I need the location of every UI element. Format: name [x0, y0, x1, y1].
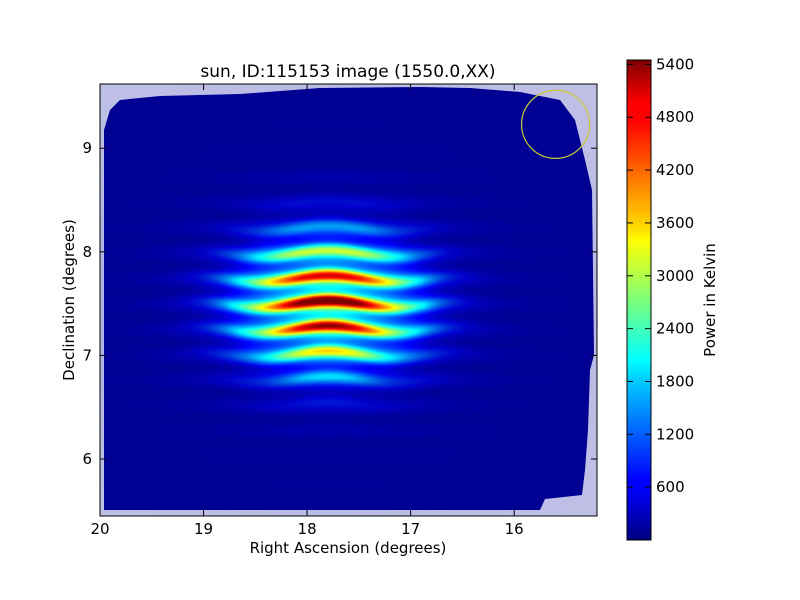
colorbar-tick-label: 4200	[656, 161, 694, 179]
heatmap-image	[100, 84, 597, 516]
colorbar-tick-label: 3000	[656, 267, 694, 285]
x-tick-label: 19	[194, 520, 213, 538]
x-tick-label: 16	[505, 520, 524, 538]
y-tick-label: 9	[82, 139, 92, 157]
colorbar-label: Power in Kelvin	[701, 243, 719, 357]
x-tick-label: 20	[90, 520, 109, 538]
x-tick-label: 17	[401, 520, 420, 538]
colorbar-tick-label: 2400	[656, 320, 694, 338]
x-axis-label: Right Ascension (degrees)	[250, 539, 447, 557]
colorbar-tick-label: 1200	[656, 425, 694, 443]
colorbar-tick-label: 3600	[656, 214, 694, 232]
chart-title: sun, ID:115153 image (1550.0,XX)	[200, 62, 495, 82]
x-tick-label: 18	[298, 520, 317, 538]
plot-frame	[99, 83, 598, 517]
colorbar-tick-label: 4800	[656, 108, 694, 126]
colorbar-ticks: 600 1200 1800 2400 3000 3600 4200 4800 5400	[627, 55, 694, 496]
colorbar	[626, 59, 652, 541]
x-axis-ticks: 20 19 18 17 16	[90, 84, 524, 538]
beam-circle-marker	[520, 89, 591, 160]
y-axis-label: Declination (degrees)	[60, 219, 78, 381]
y-tick-label: 7	[82, 346, 92, 364]
colorbar-tick-label: 5400	[656, 55, 694, 73]
y-tick-label: 8	[82, 243, 92, 261]
colorbar-tick-label: 1800	[656, 372, 694, 390]
heatmap-area	[100, 84, 597, 516]
colorbar-tick-label: 600	[656, 478, 685, 496]
y-tick-label: 6	[82, 450, 92, 468]
y-axis-ticks: 6 7 8 9	[82, 139, 597, 468]
